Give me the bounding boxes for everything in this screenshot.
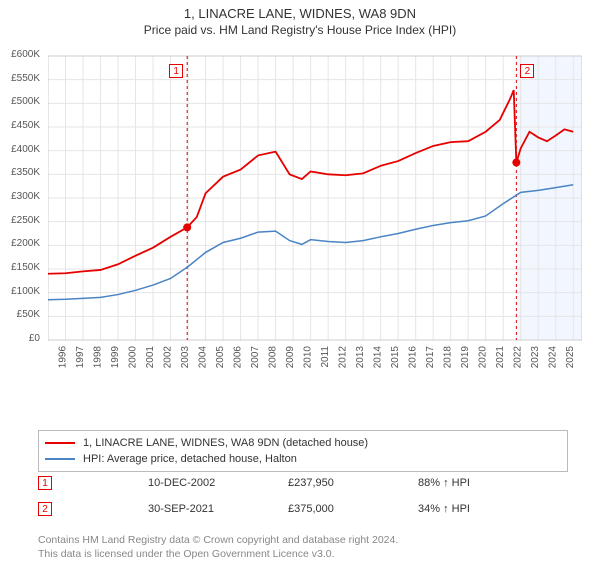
svg-text:2005: 2005 (215, 346, 226, 369)
y-axis-label: £300K (0, 191, 44, 202)
legend-item-hpi: HPI: Average price, detached house, Halt… (45, 451, 561, 467)
svg-text:2024: 2024 (548, 346, 559, 369)
sale-1-vs-hpi: 88% ↑ HPI (418, 477, 470, 489)
sale-2-price: £375,000 (288, 503, 368, 515)
svg-text:2014: 2014 (373, 346, 384, 369)
svg-text:2013: 2013 (355, 346, 366, 369)
svg-text:2003: 2003 (180, 346, 191, 369)
legend: 1, LINACRE LANE, WIDNES, WA8 9DN (detach… (38, 430, 568, 472)
y-axis-label: £250K (0, 215, 44, 226)
y-axis-label: £500K (0, 96, 44, 107)
legend-swatch-hpi (45, 458, 75, 460)
svg-text:1996: 1996 (58, 346, 69, 369)
sale-2-vs-hpi: 34% ↑ HPI (418, 503, 470, 515)
sale-2-date: 30-SEP-2021 (148, 503, 238, 515)
svg-text:2010: 2010 (303, 346, 314, 369)
svg-text:2020: 2020 (478, 346, 489, 369)
svg-text:1998: 1998 (93, 346, 104, 369)
svg-text:2018: 2018 (443, 346, 454, 369)
y-axis-label: £50K (0, 309, 44, 320)
chart-sale-marker: 2 (520, 64, 534, 78)
legend-swatch-property (45, 442, 75, 444)
y-axis-label: £100K (0, 286, 44, 297)
svg-text:2002: 2002 (163, 346, 174, 369)
sale-marker-1: 1 (38, 476, 52, 490)
y-axis-label: £200K (0, 238, 44, 249)
svg-text:2022: 2022 (513, 346, 524, 369)
svg-text:1995: 1995 (48, 346, 51, 369)
y-axis-label: £350K (0, 167, 44, 178)
y-axis-label: £150K (0, 262, 44, 273)
svg-text:2008: 2008 (268, 346, 279, 369)
svg-text:1997: 1997 (75, 346, 86, 369)
svg-text:2017: 2017 (425, 346, 436, 369)
legend-label-property: 1, LINACRE LANE, WIDNES, WA8 9DN (detach… (83, 437, 368, 449)
svg-text:2012: 2012 (338, 346, 349, 369)
svg-text:2000: 2000 (128, 346, 139, 369)
svg-text:2023: 2023 (530, 346, 541, 369)
svg-text:2015: 2015 (390, 346, 401, 369)
legend-label-hpi: HPI: Average price, detached house, Halt… (83, 453, 297, 465)
svg-text:2001: 2001 (145, 346, 156, 369)
y-axis-label: £400K (0, 144, 44, 155)
sale-row-2: 2 30-SEP-2021 £375,000 34% ↑ HPI (38, 502, 470, 516)
svg-text:2007: 2007 (250, 346, 261, 369)
y-axis-label: £600K (0, 49, 44, 60)
sale-1-date: 10-DEC-2002 (148, 477, 238, 489)
svg-text:2016: 2016 (408, 346, 419, 369)
chart-title: 1, LINACRE LANE, WIDNES, WA8 9DN (0, 6, 600, 21)
legend-item-property: 1, LINACRE LANE, WIDNES, WA8 9DN (detach… (45, 435, 561, 451)
price-chart: 1995 1996 1997 1998 1999 2000 2001 2002 2003 2004… (48, 50, 582, 382)
chart-sale-marker: 1 (169, 64, 183, 78)
y-axis-label: £550K (0, 73, 44, 84)
svg-text:2006: 2006 (233, 346, 244, 369)
svg-text:2004: 2004 (198, 346, 209, 369)
sale-marker-2: 2 (38, 502, 52, 516)
y-axis-label: £450K (0, 120, 44, 131)
svg-text:2011: 2011 (320, 346, 331, 368)
sale-1-price: £237,950 (288, 477, 368, 489)
svg-text:2019: 2019 (460, 346, 471, 369)
svg-text:2021: 2021 (495, 346, 506, 369)
svg-text:1999: 1999 (110, 346, 121, 369)
sale-row-1: 1 10-DEC-2002 £237,950 88% ↑ HPI (38, 476, 470, 490)
svg-text:2025: 2025 (565, 346, 576, 369)
y-axis-label: £0 (0, 333, 44, 344)
footer-attribution: Contains HM Land Registry data © Crown c… (38, 534, 568, 561)
chart-subtitle: Price paid vs. HM Land Registry's House … (0, 23, 600, 37)
svg-text:2009: 2009 (285, 346, 296, 369)
